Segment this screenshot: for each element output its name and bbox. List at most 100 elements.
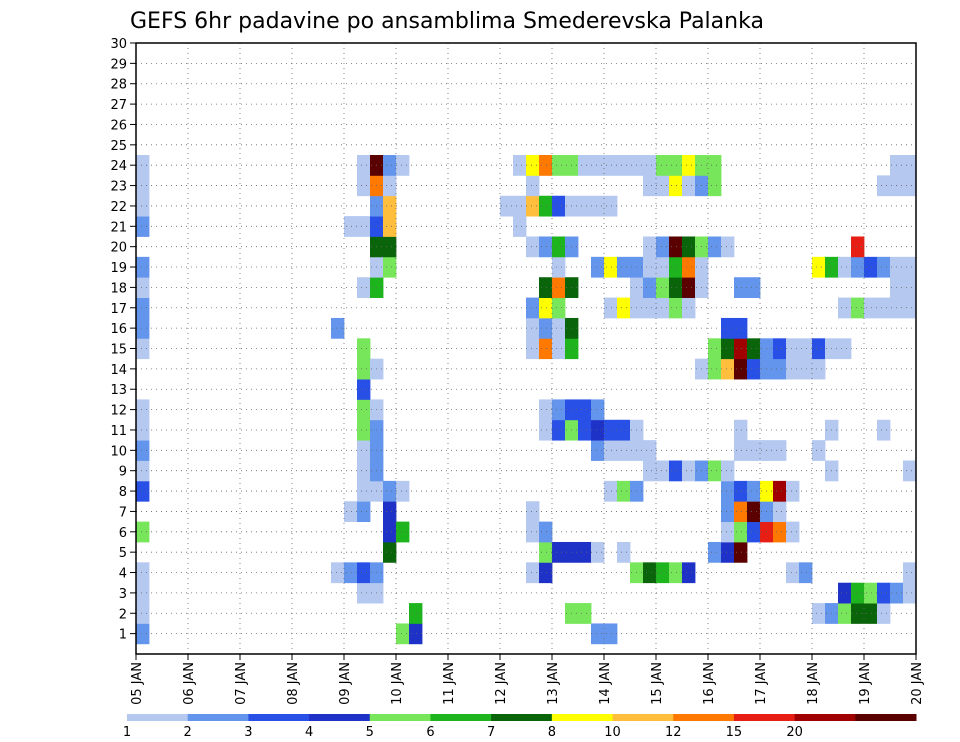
cell-member-5-step-19: [383, 541, 397, 563]
cell-member-23-step-40: [656, 175, 670, 197]
cell-member-16-step-32: [552, 317, 566, 339]
y-tick-label-5: 5: [119, 546, 127, 561]
x-tick-label-5: 10 JAN: [390, 662, 405, 705]
cell-member-6-step-50: [786, 521, 800, 543]
cell-member-18-step-17: [357, 277, 371, 298]
cell-member-22-step-29: [513, 195, 527, 217]
cell-member-12-step-32: [552, 399, 566, 421]
cell-member-14-step-50: [786, 358, 800, 380]
cell-member-3-step-57: [877, 582, 891, 604]
cell-member-19-step-52: [812, 256, 826, 278]
cell-member-15-step-47: [747, 338, 761, 360]
cell-member-4-step-17: [357, 562, 371, 584]
cell-member-17-step-39: [643, 297, 657, 319]
cell-member-7-step-16: [344, 501, 358, 523]
cell-member-8-step-17: [357, 480, 371, 502]
cell-member-18-step-59: [903, 277, 917, 298]
cell-member-7-step-47: [747, 501, 761, 523]
cell-member-21-step-17: [357, 216, 371, 237]
cell-member-24-step-36: [604, 155, 618, 176]
cell-member-12-step-0: [136, 399, 150, 421]
cell-member-23-step-59: [903, 175, 917, 197]
y-tick-label-17: 17: [110, 302, 127, 317]
cell-member-2-step-34: [578, 603, 592, 624]
colorbar-segment-9: [673, 714, 735, 721]
colorbar-tick-15: 15: [726, 725, 743, 740]
cell-member-24-step-59: [903, 155, 917, 176]
cell-member-14-step-46: [734, 358, 748, 380]
cell-member-19-step-36: [604, 256, 618, 278]
cell-member-24-step-35: [591, 155, 605, 176]
x-tick-label-6: 11 JAN: [442, 662, 457, 705]
cell-member-2-step-56: [864, 603, 878, 624]
cell-member-24-step-17: [357, 155, 371, 176]
x-tick-label-4: 09 JAN: [338, 662, 353, 705]
cell-member-24-step-0: [136, 155, 150, 176]
y-tick-label-21: 21: [110, 220, 127, 235]
cell-member-18-step-32: [552, 277, 566, 298]
cell-member-8-step-19: [383, 480, 397, 502]
y-tick-label-14: 14: [110, 363, 127, 378]
cell-member-1-step-0: [136, 623, 150, 645]
cell-member-10-step-37: [617, 440, 631, 461]
cell-member-8-step-0: [136, 480, 150, 502]
y-tick-label-1: 1: [119, 628, 127, 643]
cell-member-15-step-49: [773, 338, 787, 360]
cell-member-8-step-50: [786, 480, 800, 502]
cell-member-15-step-46: [734, 338, 748, 360]
cell-member-18-step-42: [682, 277, 696, 298]
cell-member-15-step-54: [838, 338, 852, 360]
cell-member-16-step-45: [721, 317, 735, 339]
cell-member-6-step-49: [773, 521, 787, 543]
cell-member-11-step-36: [604, 419, 618, 441]
colorbar-segment-11: [794, 714, 856, 721]
cell-member-16-step-31: [539, 317, 553, 339]
cell-member-3-step-59: [903, 582, 917, 604]
cell-member-4-step-0: [136, 562, 150, 584]
cell-member-23-step-17: [357, 175, 371, 197]
cell-member-9-step-39: [643, 460, 657, 482]
x-tick-label-13: 18 JAN: [806, 662, 821, 705]
cell-member-15-step-31: [539, 338, 553, 360]
cell-member-8-step-45: [721, 480, 735, 502]
cell-member-4-step-31: [539, 562, 553, 584]
y-tick-label-26: 26: [110, 118, 127, 133]
colorbar-tick-12: 12: [665, 725, 682, 740]
cell-member-17-step-54: [838, 297, 852, 319]
cell-member-8-step-20: [396, 480, 410, 502]
cell-member-8-step-47: [747, 480, 761, 502]
cell-member-7-step-30: [526, 501, 540, 523]
cell-member-3-step-0: [136, 582, 150, 604]
cell-member-5-step-44: [708, 541, 722, 563]
cell-member-11-step-37: [617, 419, 631, 441]
cell-member-15-step-50: [786, 338, 800, 360]
cell-member-12-step-34: [578, 399, 592, 421]
cell-member-17-step-40: [656, 297, 670, 319]
cell-member-8-step-49: [773, 480, 787, 502]
cell-member-17-step-42: [682, 297, 696, 319]
grid-lines: [135, 42, 917, 655]
colorbar-segment-8: [612, 714, 674, 721]
cell-member-7-step-19: [383, 501, 397, 523]
cell-member-3-step-17: [357, 582, 371, 604]
cell-member-17-step-41: [669, 297, 683, 319]
y-tick-label-6: 6: [119, 526, 127, 541]
colorbar-tick-8: 8: [548, 725, 556, 740]
cell-member-6-step-47: [747, 521, 761, 543]
cell-member-22-step-34: [578, 195, 592, 217]
cell-member-22-step-19: [383, 195, 397, 217]
cell-member-2-step-52: [812, 603, 826, 624]
cell-member-22-step-36: [604, 195, 618, 217]
cell-member-5-step-35: [591, 541, 605, 563]
cell-member-15-step-17: [357, 338, 371, 360]
colorbar-segment-1: [187, 714, 249, 721]
y-tick-label-8: 8: [119, 485, 127, 500]
cell-member-23-step-0: [136, 175, 150, 197]
cell-member-9-step-59: [903, 460, 917, 482]
colorbar-tick-4: 4: [305, 725, 313, 740]
cell-member-20-step-19: [383, 236, 397, 258]
cell-member-17-step-59: [903, 297, 917, 319]
cell-member-7-step-45: [721, 501, 735, 523]
cell-member-2-step-0: [136, 603, 150, 624]
